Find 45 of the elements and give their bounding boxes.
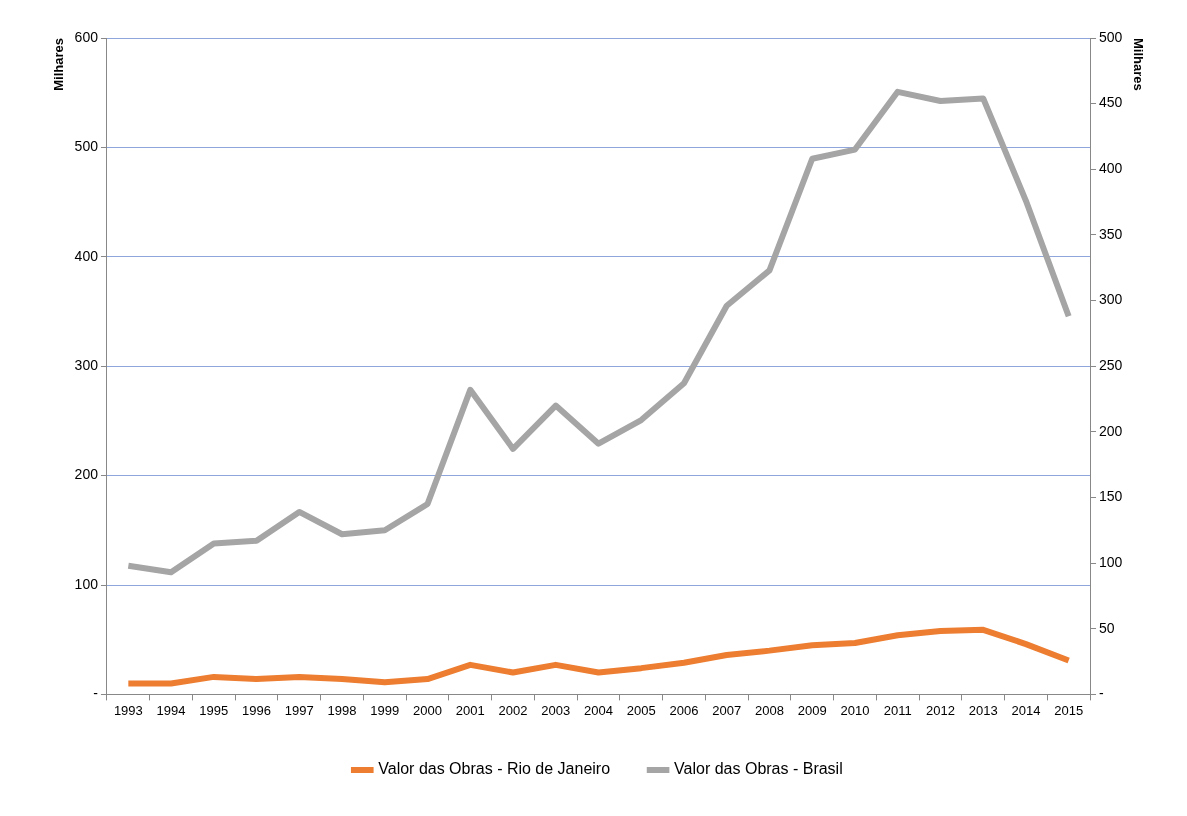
x-tick-label: 2005 (626, 702, 656, 718)
x-tick-label: 2010 (840, 702, 870, 718)
x-tick-label: 2006 (669, 702, 699, 718)
x-tick-label: 2008 (755, 702, 784, 718)
x-tick-label: 2011 (883, 702, 912, 718)
y-tick-label: 200 (74, 466, 99, 483)
y-tick-label: 300 (74, 357, 99, 374)
y2-tick-label: 50 (1099, 619, 1115, 636)
y2-tick-label: 350 (1099, 225, 1123, 242)
x-tick-label: 1997 (284, 702, 314, 718)
legend-label: Valor das Obras - Brasil (674, 760, 843, 778)
y2-tick-label: 300 (1099, 291, 1123, 308)
x-tick-label: 2007 (712, 702, 742, 718)
y2-tick-label: 450 (1099, 94, 1123, 111)
x-tick-label: 1994 (156, 702, 186, 718)
y2-tick-label: 400 (1099, 160, 1123, 177)
y2-tick-label: 200 (1099, 422, 1123, 439)
y2-axis-title: Milhares (1130, 38, 1146, 91)
y-tick-label: 500 (74, 138, 99, 155)
y2-tick-label: 250 (1099, 357, 1123, 374)
y2-tick-label: 150 (1099, 488, 1123, 505)
x-tick-label: 2004 (584, 702, 613, 718)
y-tick-label: - (93, 685, 99, 702)
y2-tick-label: 100 (1099, 553, 1123, 570)
x-tick-label: 2002 (498, 702, 528, 718)
x-tick-label: 2012 (925, 702, 955, 718)
y-tick-label: 600 (74, 28, 99, 45)
y-tick-label: 400 (74, 247, 99, 264)
y-axis-title: Milhares (51, 38, 67, 91)
x-tick-label: 1995 (199, 702, 229, 718)
x-tick-label: 2003 (541, 702, 571, 718)
x-tick-label: 1999 (370, 702, 400, 718)
x-tick-label: 2009 (797, 702, 827, 718)
y-tick-label: 100 (74, 575, 99, 592)
x-tick-label: 1996 (242, 702, 272, 718)
x-tick-label: 2001 (455, 702, 485, 718)
x-tick-label: 2015 (1054, 702, 1084, 718)
x-tick-label: 2013 (968, 702, 998, 718)
y2-tick-label: - (1099, 685, 1105, 702)
legend-label: Valor das Obras - Rio de Janeiro (378, 760, 611, 778)
x-tick-label: 2014 (1011, 702, 1041, 718)
x-tick-label: 1993 (113, 702, 143, 718)
x-tick-label: 1998 (327, 702, 357, 718)
x-tick-label: 2000 (413, 702, 442, 718)
y2-tick-label: 500 (1099, 28, 1123, 45)
